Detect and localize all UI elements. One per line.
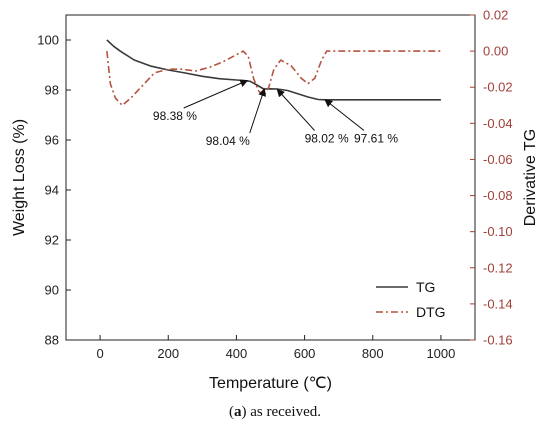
y2-tick-label: -0.02 — [483, 80, 513, 95]
y-tick-label: 96 — [45, 133, 59, 148]
y2-tick-label: -0.12 — [483, 260, 513, 275]
y2-tick-label: -0.10 — [483, 224, 513, 239]
caption-label: a — [233, 404, 242, 420]
y2-tick-label: -0.14 — [483, 296, 513, 311]
legend: TG DTG — [369, 276, 461, 328]
legend-label-dtg: DTG — [416, 304, 446, 320]
annotation-label: 98.04 % — [206, 134, 250, 148]
annotation-label: 97.61 % — [354, 132, 398, 146]
caption-text: as received. — [246, 404, 322, 420]
y-tick-label: 90 — [45, 283, 59, 298]
plot-frame — [65, 14, 476, 341]
series-layer — [106, 39, 441, 107]
annotation-arrow — [183, 79, 249, 109]
x-axis: 0 200 400 600 800 1000 — [96, 335, 455, 361]
x-tick-label: 200 — [157, 346, 179, 361]
y-axis-title-right: Derivative TG — [522, 129, 539, 227]
x-axis-title: Temperature (℃) — [209, 375, 332, 392]
y-axis-title-left: Weight Loss (%) — [11, 119, 28, 236]
y-tick-label: 88 — [45, 333, 59, 348]
legend-label-tg: TG — [416, 279, 435, 295]
y-tick-label: 92 — [45, 233, 59, 248]
annotation-arrow — [276, 88, 315, 131]
y-axis-left: 88 90 92 94 96 98 100 — [37, 33, 71, 348]
y-tick-label: 94 — [45, 183, 59, 198]
y2-tick-label: -0.16 — [483, 333, 513, 348]
figure-caption: (a) as received. — [228, 404, 322, 420]
annotation-label: 98.02 % — [305, 132, 349, 146]
x-tick-label: 400 — [226, 346, 248, 361]
x-tick-label: 600 — [294, 346, 316, 361]
annotation-arrow — [249, 88, 266, 134]
annotation-arrow — [324, 99, 365, 131]
y2-tick-label: -0.06 — [483, 152, 513, 167]
y2-tick-label: 0.00 — [483, 44, 508, 59]
annotation-layer: 98.38 % 98.04 % 98.02 % 97.61 % — [153, 79, 398, 148]
series-line-dtg — [106, 50, 441, 107]
y-tick-label: 100 — [37, 33, 59, 48]
x-tick-label: 1000 — [426, 346, 455, 361]
y2-tick-label: -0.04 — [483, 116, 513, 131]
annotation-label: 98.38 % — [153, 109, 197, 123]
y-tick-label: 98 — [45, 83, 59, 98]
y-axis-right: -0.16 -0.14 -0.12 -0.10 -0.08 -0.06 -0.04 -0.02… — [470, 8, 513, 348]
x-tick-label: 800 — [362, 346, 384, 361]
x-tick-label: 0 — [96, 346, 103, 361]
y2-tick-label: -0.08 — [483, 188, 513, 203]
y2-tick-label: 0.02 — [483, 8, 508, 23]
